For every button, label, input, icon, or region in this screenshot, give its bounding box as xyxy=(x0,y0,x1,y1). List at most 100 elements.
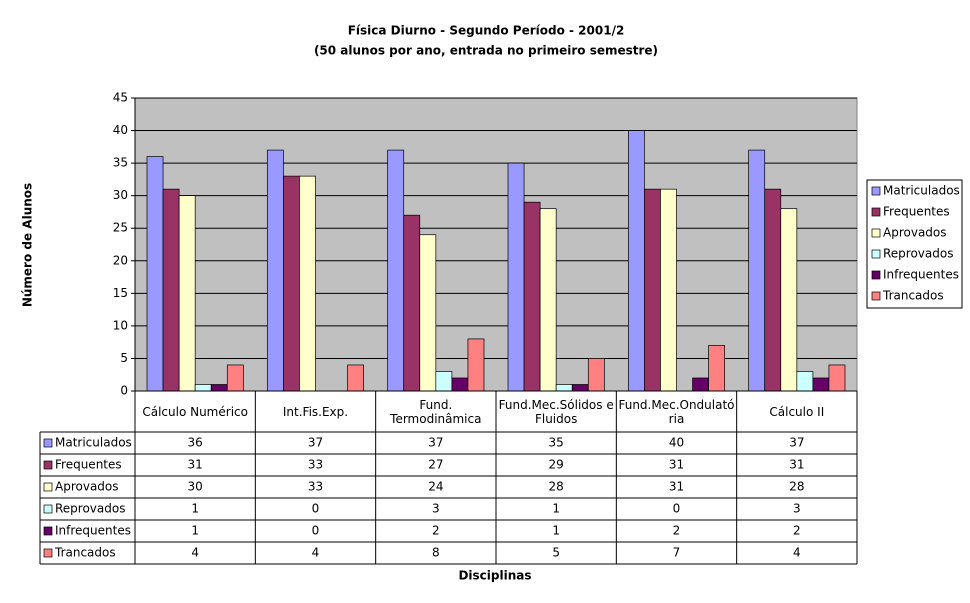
legend-key xyxy=(871,228,881,238)
bar xyxy=(587,358,605,392)
bar xyxy=(299,175,316,392)
table-cell: 3 xyxy=(793,502,801,516)
table-cell: 37 xyxy=(308,436,323,450)
table-legend-key xyxy=(43,482,53,492)
y-tick-label: 10 xyxy=(113,318,128,332)
table-cell: 29 xyxy=(549,458,564,472)
bar xyxy=(435,371,453,392)
table-cell: 28 xyxy=(789,480,804,494)
table-row-label: Matriculados xyxy=(55,436,132,450)
category-label-box: Fund.Mec.Sólidos e Fluidos xyxy=(498,397,614,426)
table-row-label: Aprovados xyxy=(55,480,119,494)
legend-label: Infrequentes xyxy=(883,268,959,282)
category-label-box: Fund. Termodinâmica xyxy=(390,397,482,426)
table-cell: 37 xyxy=(428,436,443,450)
legend-label: Aprovados xyxy=(883,226,947,240)
bar xyxy=(539,208,557,392)
bar xyxy=(226,364,244,392)
table-cell: 0 xyxy=(312,502,320,516)
y-tick-label: 15 xyxy=(113,286,128,300)
y-tick-label: 0 xyxy=(120,384,128,398)
table-row-label: Frequentes xyxy=(55,458,122,472)
bar xyxy=(708,345,726,392)
table-cell: 7 xyxy=(673,546,681,560)
table-legend-key xyxy=(43,504,53,514)
legend-label: Matriculados xyxy=(883,184,960,198)
y-tick-label: 45 xyxy=(113,91,128,105)
legend-key xyxy=(871,207,881,217)
bar xyxy=(523,201,541,392)
y-axis-title: Número de Alunos xyxy=(21,183,35,307)
table-legend-key xyxy=(43,438,53,448)
bar xyxy=(283,175,300,392)
bar xyxy=(210,384,228,392)
table-cell: 1 xyxy=(552,502,560,516)
table-legend-key xyxy=(43,548,53,558)
bar xyxy=(419,234,437,392)
table-cell: 4 xyxy=(312,546,320,560)
table-cell: 1 xyxy=(552,524,560,538)
x-axis-title: Disciplinas xyxy=(458,569,531,583)
y-tick-label: 30 xyxy=(113,188,128,202)
x-tick-label: Fund. Termodinâmica xyxy=(390,397,482,426)
table-cell: 31 xyxy=(669,458,684,472)
table-cell: 33 xyxy=(308,480,323,494)
legend-key xyxy=(871,249,881,259)
table-cell: 31 xyxy=(188,458,203,472)
bar xyxy=(692,377,709,392)
table-cell: 40 xyxy=(669,436,684,450)
table-row-label: Trancados xyxy=(54,546,116,560)
legend-label: Frequentes xyxy=(883,205,950,219)
table-cell: 1 xyxy=(191,524,199,538)
legend-key xyxy=(871,186,881,196)
y-tick-label: 20 xyxy=(113,253,128,267)
table-cell: 27 xyxy=(428,458,443,472)
table-cell: 5 xyxy=(552,546,560,560)
category-label-box: Cálculo II xyxy=(769,404,825,419)
table-cell: 35 xyxy=(549,436,564,450)
x-tick-label: Cálculo II xyxy=(769,404,825,419)
bar xyxy=(451,377,469,392)
table-cell: 28 xyxy=(549,480,564,494)
table-cell: 33 xyxy=(308,458,323,472)
bar xyxy=(403,214,421,392)
table-cell: 24 xyxy=(428,480,443,494)
table-cell: 2 xyxy=(432,524,440,538)
table-cell: 4 xyxy=(191,546,199,560)
table-cell: 31 xyxy=(669,480,684,494)
bar xyxy=(660,188,677,392)
bar xyxy=(347,364,365,392)
bar xyxy=(178,195,196,392)
category-label-box: Cálculo Numérico xyxy=(142,405,248,419)
bar xyxy=(194,384,212,392)
chart-subtitle: (50 alunos por ano, entrada no primeiro … xyxy=(314,44,658,58)
plot-area xyxy=(134,97,858,392)
legend-key xyxy=(871,291,881,301)
bar xyxy=(467,338,485,392)
bar xyxy=(812,377,830,392)
legend-box xyxy=(866,179,963,309)
table-cell: 37 xyxy=(789,436,804,450)
bar xyxy=(796,371,814,392)
bar xyxy=(764,188,782,392)
table-cell: 31 xyxy=(789,458,804,472)
bar xyxy=(507,162,525,392)
chart-title: Física Diurno - Segundo Período - 2001/2 xyxy=(348,24,625,38)
bar xyxy=(748,149,766,392)
y-tick-label: 35 xyxy=(113,156,128,170)
bar xyxy=(266,149,284,392)
legend-key xyxy=(871,270,881,280)
table-cell: 2 xyxy=(673,524,681,538)
y-tick-label: 40 xyxy=(113,123,128,137)
category-label-box: Fund.Mec.Ondulatória xyxy=(618,398,734,426)
table-row-label: Reprovados xyxy=(55,502,125,516)
table-legend-key xyxy=(43,526,53,536)
legend-label: Trancados xyxy=(882,289,944,303)
bar xyxy=(555,384,573,392)
x-tick-label: Fund.Mec.Sólidos e Fluidos xyxy=(498,397,614,426)
category-label-box: Int.Fis.Exp. xyxy=(283,405,348,419)
table-cell: 3 xyxy=(432,502,440,516)
table-legend-key xyxy=(43,460,53,470)
table-cell: 36 xyxy=(188,436,203,450)
